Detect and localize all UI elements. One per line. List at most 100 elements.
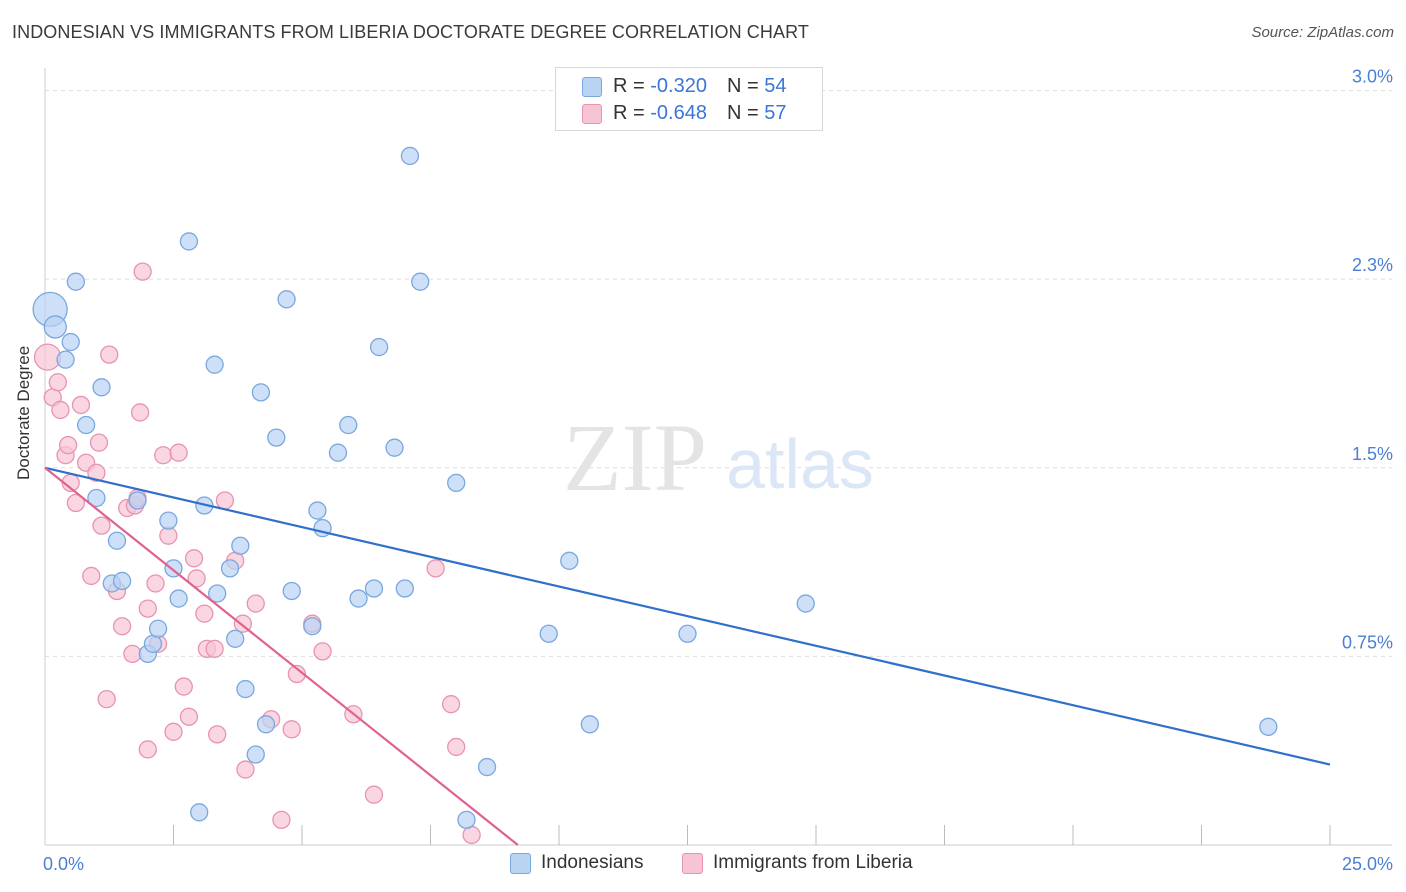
bottom-legend-swatch-blue [510,853,531,874]
legend-n-value-blue: 54 [764,75,787,97]
indonesians-point [303,617,322,636]
indonesians-point [236,679,255,699]
indonesians-point [796,594,815,613]
liberia-point [174,677,193,696]
legend-r-label-pink: R = [613,102,651,124]
indonesians-point [107,531,127,550]
liberia-point [313,642,332,661]
indonesians-point [66,272,85,291]
liberia-point [66,493,85,513]
liberia-trend-line [44,466,519,846]
series-indonesians-points [32,146,1278,830]
legend-swatch-blue [582,77,602,97]
liberia-point [195,604,214,623]
indonesians-point [282,581,301,601]
liberia-point [87,463,106,482]
legend-r-value-pink: -0.648 [650,102,707,124]
indonesians-point [61,332,80,352]
indonesians-point [205,355,224,374]
indonesians-point [208,584,227,603]
liberia-point [82,566,101,586]
indonesians-point [457,810,476,830]
watermark-zip: ZIP [563,404,707,511]
liberia-point [462,825,481,845]
indonesians-point [328,443,348,462]
indonesians-point [220,559,240,578]
y-tick-label: 3.0% [1352,67,1393,87]
indonesians-point [190,803,209,822]
liberia-point [208,725,227,744]
indonesians-point [369,337,389,357]
indonesians-point [385,438,404,457]
legend-text-pink: R = -0.648 N = 57 [613,102,786,125]
liberia-point [169,443,188,462]
y-tick-label: 1.5% [1352,444,1393,464]
chart-title: INDONESIAN VS IMMIGRANTS FROM LIBERIA DO… [12,22,809,42]
liberia-point [236,760,255,779]
liberia-point [133,262,152,281]
indonesians-point [251,383,271,402]
indonesians-point [92,378,111,397]
liberia-point [215,491,235,510]
liberia-point [154,446,173,465]
indonesians-point [226,629,245,648]
liberia-point [130,403,150,422]
indonesians-point [267,428,286,447]
bottom-legend-label-pink: Immigrants from Liberia [713,852,913,873]
liberia-point [179,707,199,726]
indonesians-point [128,491,147,510]
indonesians-point [277,290,296,309]
liberia-point [58,436,78,455]
liberia-point [97,689,116,709]
indonesians-point [560,551,579,570]
series-liberia-points [33,262,481,845]
liberia-point [426,559,445,578]
liberia-point [51,400,70,420]
indonesians-point [76,415,96,435]
bottom-legend-swatch-pink [682,853,703,874]
liberia-point [71,395,91,415]
y-tick-label: 0.75% [1342,632,1393,652]
axes [44,68,1392,846]
legend-n-label-blue: N = [726,75,765,97]
indonesians-point [349,589,368,608]
liberia-point [100,345,119,364]
indonesians-point [169,589,188,608]
indonesians-point [400,146,420,166]
indonesians-point [395,579,414,598]
indonesians-point [1259,717,1278,736]
x-tick-label-min: 0.0% [43,854,84,874]
indonesians-point [678,624,697,643]
liberia-point [112,617,132,636]
indonesians-point [339,415,358,435]
watermark: ZIP atlas [563,404,874,511]
source-label: Source: ZipAtlas.com [1251,24,1394,41]
indonesians-point [539,624,558,643]
indonesians-point [148,619,168,638]
y-tick-label: 2.3% [1352,255,1393,275]
grid-lines [45,90,1392,657]
liberia-point [184,549,204,568]
liberia-point [187,569,206,588]
legend-n-label-pink: N = [726,102,765,124]
legend-swatch-pink [582,104,602,124]
liberia-point [89,433,109,452]
legend-text-blue: R = -0.320 N = 54 [613,75,786,98]
watermark-atlas: atlas [726,425,874,503]
indonesians-point [231,536,250,555]
liberia-point [48,373,67,392]
legend-r-value-blue: -0.320 [650,75,707,97]
liberia-point [441,695,461,714]
indonesians-point [246,745,265,764]
indonesians-point [112,571,132,591]
liberia-point [123,644,142,664]
liberia-point [33,343,62,371]
bottom-legend-label-blue: Indonesians [541,852,644,873]
liberia-point [447,737,466,757]
liberia-point [364,785,384,804]
indonesians-point [308,501,327,520]
liberia-point [205,639,224,658]
liberia-point [246,594,265,613]
indonesians-point [56,350,75,369]
